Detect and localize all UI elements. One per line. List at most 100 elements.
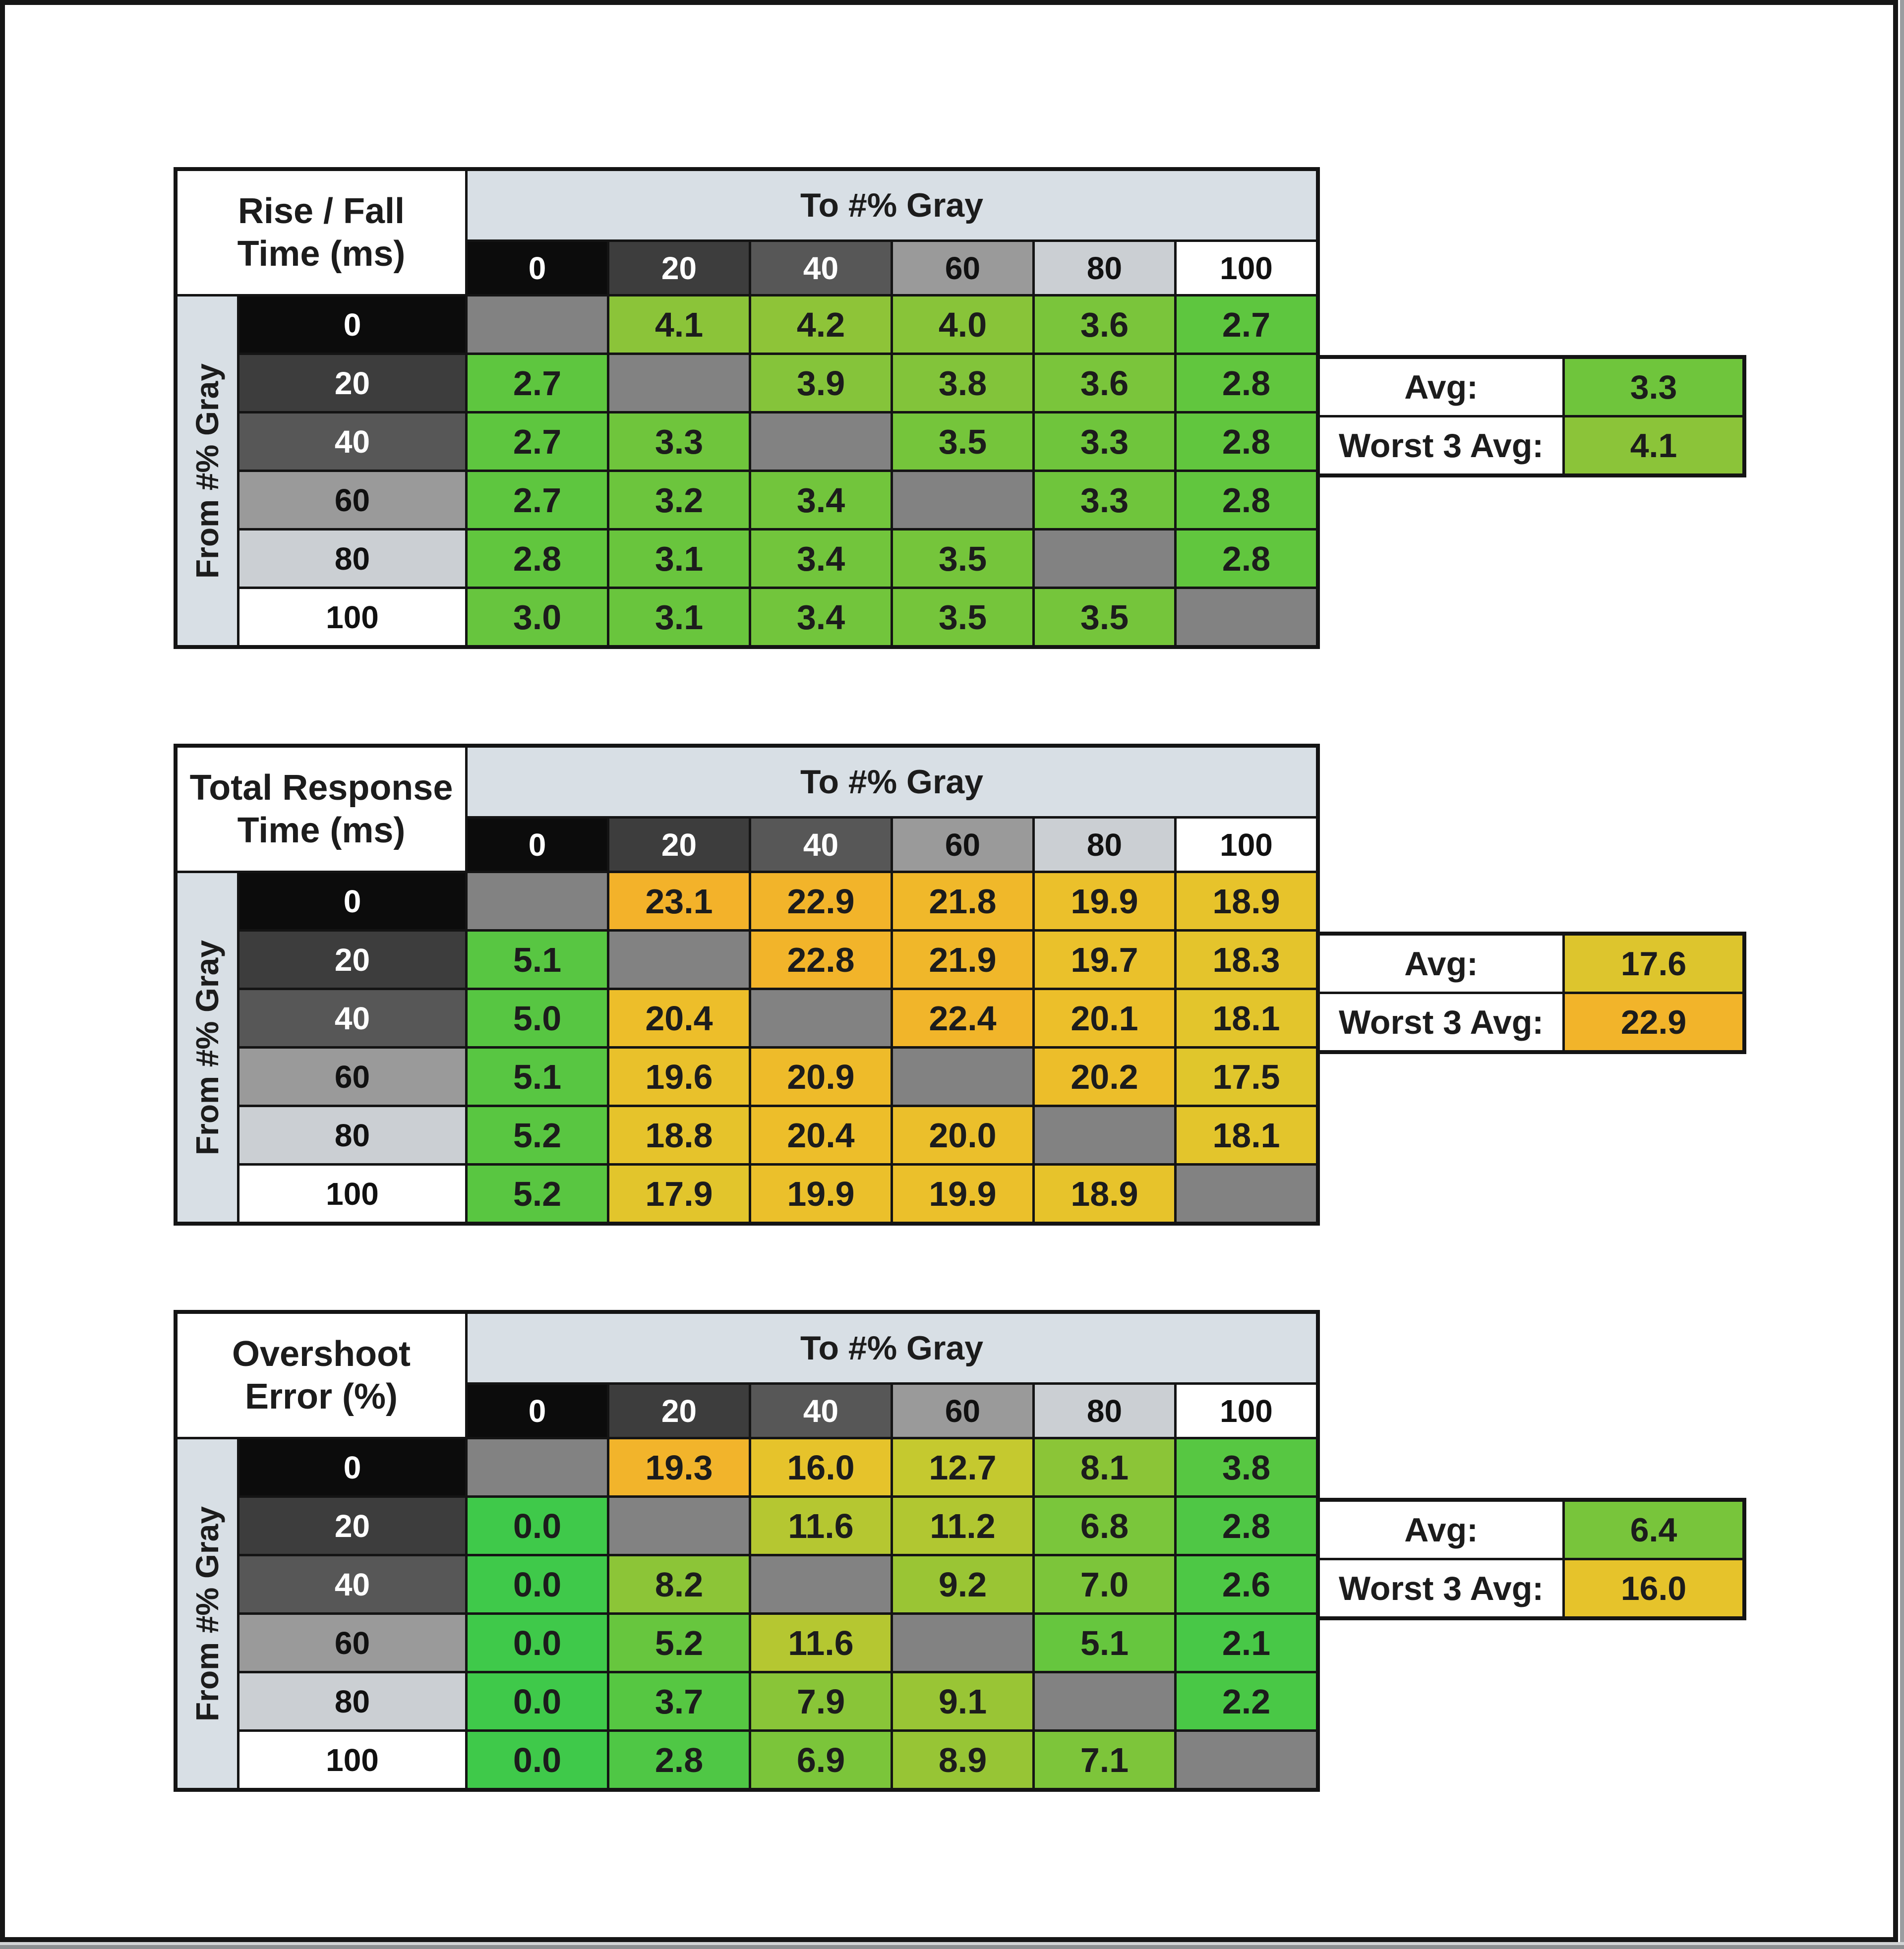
- data-cell: 2.8: [1177, 1498, 1316, 1554]
- to-gray-header-cell: 100: [1177, 819, 1316, 871]
- from-gray-header-cell: 60: [239, 1049, 465, 1105]
- table-title: Overshoot Error (%): [178, 1314, 465, 1437]
- data-cell: 9.2: [893, 1556, 1032, 1612]
- table-title-line1: Total Response: [189, 768, 453, 808]
- diagonal-cell: [893, 472, 1032, 528]
- data-cell: 5.0: [468, 990, 607, 1046]
- to-gray-header-cell: 60: [893, 242, 1032, 294]
- diagonal-cell: [751, 990, 891, 1046]
- data-cell: 2.6: [1177, 1556, 1316, 1612]
- data-cell: 16.0: [751, 1439, 891, 1495]
- data-cell: 7.0: [1035, 1556, 1174, 1612]
- to-gray-axis-label: To #% Gray: [468, 171, 1316, 239]
- to-gray-header-cell: 20: [609, 1385, 749, 1437]
- data-cell: 19.3: [609, 1439, 749, 1495]
- diagonal-cell: [751, 1556, 891, 1612]
- avg-label: Avg:: [1320, 1502, 1562, 1558]
- data-cell: 3.6: [1035, 296, 1174, 353]
- data-cell: 6.8: [1035, 1498, 1174, 1554]
- to-gray-header-cell: 20: [609, 819, 749, 871]
- data-cell: 22.4: [893, 990, 1032, 1046]
- diagonal-cell: [609, 1498, 749, 1554]
- table-3: Overshoot Error (%) To #% Gray 0 20 40 60 80 100…: [174, 1310, 1320, 1792]
- diagonal-cell: [893, 1615, 1032, 1671]
- from-gray-header-cell: 0: [239, 296, 465, 353]
- data-cell: 3.1: [609, 531, 749, 587]
- data-cell: 0.0: [468, 1556, 607, 1612]
- diagonal-cell: [1177, 1166, 1316, 1222]
- data-cell: 3.7: [609, 1673, 749, 1729]
- diagonal-cell: [609, 355, 749, 411]
- avg-label: Avg:: [1320, 936, 1562, 992]
- data-cell: 2.8: [1177, 413, 1316, 470]
- data-cell: 4.0: [893, 296, 1032, 353]
- to-gray-axis-text: To #% Gray: [800, 763, 984, 801]
- data-cell: 5.1: [468, 1049, 607, 1105]
- to-gray-header-cell: 80: [1035, 242, 1174, 294]
- from-gray-header-cell: 80: [239, 1673, 465, 1729]
- table-title-line2: Time (ms): [237, 234, 406, 274]
- avg-label: Avg:: [1320, 359, 1562, 415]
- data-cell: 19.9: [751, 1166, 891, 1222]
- to-gray-header-cell: 80: [1035, 1385, 1174, 1437]
- window-edge-bottom: [0, 1942, 1904, 1949]
- to-gray-header-cell: 80: [1035, 819, 1174, 871]
- to-gray-axis-label: To #% Gray: [468, 1314, 1316, 1382]
- data-cell: 20.0: [893, 1107, 1032, 1163]
- data-cell: 11.2: [893, 1498, 1032, 1554]
- data-cell: 20.4: [751, 1107, 891, 1163]
- summary-block: Avg: 6.4 Worst 3 Avg: 16.0: [1316, 1498, 1746, 1620]
- data-cell: 7.1: [1035, 1732, 1174, 1788]
- table-title-line1: Overshoot: [232, 1334, 411, 1374]
- data-cell: 5.2: [468, 1166, 607, 1222]
- worst3-avg-label: Worst 3 Avg:: [1320, 994, 1562, 1050]
- data-cell: 0.0: [468, 1615, 607, 1671]
- data-cell: 3.8: [1177, 1439, 1316, 1495]
- data-cell: 9.1: [893, 1673, 1032, 1729]
- data-cell: 8.1: [1035, 1439, 1174, 1495]
- avg-value: 6.4: [1565, 1502, 1742, 1558]
- data-cell: 18.9: [1035, 1166, 1174, 1222]
- from-gray-header-cell: 40: [239, 990, 465, 1046]
- from-gray-header-cell: 0: [239, 1439, 465, 1495]
- summary-block: Avg: 17.6 Worst 3 Avg: 22.9: [1316, 932, 1746, 1054]
- data-cell: 2.7: [468, 472, 607, 528]
- worst3-avg-value: 22.9: [1565, 994, 1742, 1050]
- from-gray-axis-text: From #% Gray: [189, 363, 225, 579]
- data-cell: 3.4: [751, 531, 891, 587]
- from-gray-header-cell: 100: [239, 1166, 465, 1222]
- data-cell: 11.6: [751, 1498, 891, 1554]
- data-cell: 8.2: [609, 1556, 749, 1612]
- diagonal-cell: [1035, 531, 1174, 587]
- data-cell: 6.9: [751, 1732, 891, 1788]
- data-cell: 18.8: [609, 1107, 749, 1163]
- diagonal-cell: [609, 932, 749, 988]
- data-cell: 8.9: [893, 1732, 1032, 1788]
- data-cell: 22.9: [751, 873, 891, 929]
- data-cell: 17.5: [1177, 1049, 1316, 1105]
- worst3-avg-value: 4.1: [1565, 417, 1742, 473]
- data-cell: 3.1: [609, 589, 749, 645]
- data-cell: 4.2: [751, 296, 891, 353]
- window-edge-right: [1898, 0, 1904, 1942]
- worst3-avg-value: 16.0: [1565, 1560, 1742, 1616]
- data-cell: 2.7: [1177, 296, 1316, 353]
- data-cell: 19.9: [893, 1166, 1032, 1222]
- data-cell: 2.1: [1177, 1615, 1316, 1671]
- data-cell: 20.2: [1035, 1049, 1174, 1105]
- data-cell: 3.6: [1035, 355, 1174, 411]
- data-cell: 21.9: [893, 932, 1032, 988]
- data-cell: 2.7: [468, 413, 607, 470]
- from-gray-header-cell: 20: [239, 355, 465, 411]
- data-cell: 22.8: [751, 932, 891, 988]
- data-cell: 5.2: [609, 1615, 749, 1671]
- data-cell: 3.4: [751, 589, 891, 645]
- data-cell: 17.9: [609, 1166, 749, 1222]
- diagonal-cell: [1177, 589, 1316, 645]
- from-gray-header-cell: 40: [239, 413, 465, 470]
- to-gray-header-cell: 40: [751, 819, 891, 871]
- data-cell: 3.5: [893, 531, 1032, 587]
- table-title-line1: Rise / Fall: [238, 191, 405, 231]
- data-cell: 5.1: [468, 932, 607, 988]
